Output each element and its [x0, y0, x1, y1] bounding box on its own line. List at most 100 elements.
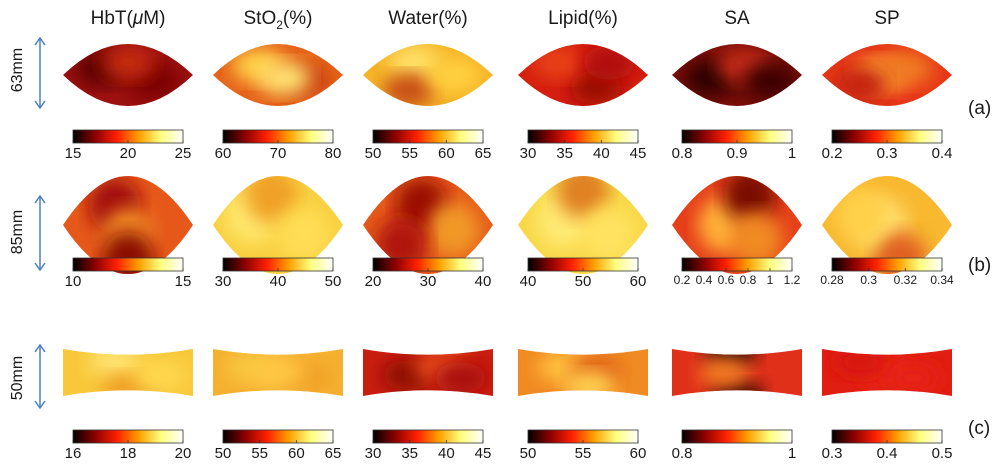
- colorbar-tick-label: 30: [419, 273, 437, 290]
- colorbar-tick-label: 40: [592, 145, 610, 162]
- size-label: 50mm: [9, 355, 26, 401]
- colorbar-tick-label: 50: [519, 445, 537, 462]
- colorbar: [681, 429, 793, 444]
- colorbar-tick-label: 1: [766, 273, 774, 287]
- colorbar: [222, 429, 334, 444]
- arrow-head: [34, 262, 46, 272]
- size-label: 63mm: [9, 47, 26, 93]
- column-header: SA: [724, 8, 750, 29]
- map-spot: [835, 349, 887, 377]
- colorbar-tick-label: 0.4: [931, 145, 953, 162]
- colorbar-tick-label: 1: [787, 145, 797, 162]
- colorbar-tick-label: 20: [119, 145, 137, 162]
- map-panel: [363, 44, 493, 106]
- map-panel: [822, 349, 952, 396]
- map-panel: [63, 44, 193, 106]
- map-panel: [822, 44, 952, 106]
- map-spot: [245, 176, 298, 224]
- colorbar-tick-label: 40: [269, 273, 287, 290]
- map-spot: [428, 57, 480, 93]
- row-label: (b): [968, 255, 992, 276]
- column-header: Lipid(%): [548, 8, 618, 29]
- colorbar-tick-label: 0.28: [820, 273, 844, 287]
- map-spot: [428, 202, 480, 258]
- map-spot: [278, 207, 330, 263]
- colorbar-tick-label: 50: [574, 273, 592, 290]
- map-spot: [887, 362, 939, 394]
- colorbar-tick-label: 35: [556, 145, 573, 162]
- colorbar-tick-label: 55: [401, 145, 418, 162]
- colorbar-tick-label: 0.8: [739, 273, 757, 287]
- colorbar-tick-label: 0.2: [821, 145, 843, 162]
- colorbar-tick-label: 18: [119, 445, 137, 462]
- colorbar-tick-label: 45: [629, 145, 647, 162]
- colorbar-tick-label: 70: [269, 145, 287, 162]
- map-spot: [730, 212, 783, 268]
- map-spot: [880, 51, 933, 87]
- colorbar-tick-label: 50: [214, 445, 232, 462]
- colorbar: [372, 429, 484, 444]
- map-panel: [672, 176, 802, 274]
- colorbar-tick-label: 60: [214, 145, 232, 162]
- map-spot: [134, 359, 187, 391]
- colorbar-tick-label: 0.2: [673, 273, 691, 287]
- colorbar-tick-label: 65: [474, 145, 492, 162]
- colorbar-tick-label: 60: [287, 445, 305, 462]
- colorbar: [72, 257, 184, 272]
- colorbar-tick-label: 20: [174, 445, 192, 462]
- map-spot: [835, 187, 887, 243]
- size-label: 85mm: [9, 209, 26, 255]
- colorbar-tick-label: 35: [401, 445, 418, 462]
- map-spot: [89, 349, 141, 377]
- map-spot: [583, 207, 635, 263]
- colorbar-tick-label: 40: [437, 445, 455, 462]
- map-panel: [63, 349, 193, 396]
- row-label: (c): [968, 418, 991, 439]
- colorbar-tick-label: 0.6: [717, 273, 735, 287]
- colorbar: [831, 257, 943, 272]
- colorbar-tick-label: 0.4: [876, 445, 898, 462]
- arrow-head: [34, 400, 46, 410]
- map-panel: [518, 44, 648, 106]
- colorbar-tick-label: 0.3: [821, 445, 843, 462]
- arrow-head: [34, 194, 46, 204]
- map-panel: [363, 349, 493, 396]
- colorbar-tick-label: 16: [64, 445, 82, 462]
- colorbar-tick-label: 40: [519, 273, 537, 290]
- colorbar-tick-label: 15: [174, 273, 192, 290]
- colorbar-tick-label: 0.8: [671, 145, 693, 162]
- map-panel: [672, 349, 802, 396]
- colorbar-tick-label: 0.5: [931, 445, 953, 462]
- map-panel: [213, 44, 343, 106]
- colorbar-tick-label: 55: [574, 445, 592, 462]
- map-spot: [743, 63, 796, 99]
- colorbar-tick-label: 25: [174, 145, 192, 162]
- row-label: (a): [968, 98, 992, 119]
- arrow-head: [34, 343, 46, 353]
- colorbar-tick-label: 60: [629, 445, 647, 462]
- map-spot: [102, 45, 154, 80]
- colorbar-tick-label: 50: [364, 145, 382, 162]
- colorbar: [527, 129, 639, 144]
- column-header: StO2(%): [243, 8, 313, 32]
- map-spot: [434, 362, 487, 394]
- colorbar-tick-label: 0.3: [876, 145, 898, 162]
- colorbar-tick-label: 10: [64, 273, 82, 290]
- map-spot: [583, 45, 635, 80]
- colorbar-tick-label: 20: [364, 273, 382, 290]
- colorbar-tick-label: 15: [64, 145, 82, 162]
- colorbar-tick-label: 60: [629, 273, 647, 290]
- colorbar-tick-label: 1: [787, 445, 797, 462]
- map-panel: [518, 349, 648, 396]
- colorbar-tick-label: 30: [519, 145, 537, 162]
- colorbar-tick-label: 0.4: [695, 273, 713, 287]
- map-spot: [531, 45, 583, 80]
- colorbar-tick-label: 50: [324, 273, 342, 290]
- colorbar-tick-label: 1.2: [783, 273, 801, 287]
- colorbar-tick-label: 0.34: [930, 273, 954, 287]
- arrow-head: [34, 36, 46, 46]
- map-spot: [389, 45, 441, 80]
- colorbar-tick-label: 55: [251, 445, 268, 462]
